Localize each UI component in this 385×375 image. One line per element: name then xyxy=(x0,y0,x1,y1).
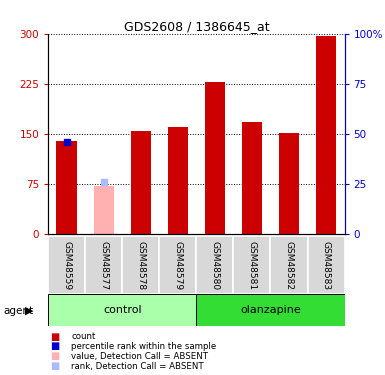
Text: olanzapine: olanzapine xyxy=(240,305,301,315)
Text: rank, Detection Call = ABSENT: rank, Detection Call = ABSENT xyxy=(71,362,204,370)
Bar xyxy=(48,236,85,294)
Text: ▶: ▶ xyxy=(25,306,33,315)
Bar xyxy=(159,236,196,294)
Bar xyxy=(131,131,151,234)
Title: GDS2608 / 1386645_at: GDS2608 / 1386645_at xyxy=(124,20,269,33)
Bar xyxy=(196,294,345,326)
Text: ■: ■ xyxy=(50,361,59,371)
Bar xyxy=(242,122,262,234)
Bar xyxy=(48,294,196,326)
Bar xyxy=(122,236,159,294)
Text: count: count xyxy=(71,332,95,341)
Bar xyxy=(316,36,336,234)
Bar xyxy=(167,128,188,234)
Text: percentile rank within the sample: percentile rank within the sample xyxy=(71,342,216,351)
Bar xyxy=(308,236,345,294)
Bar xyxy=(270,236,308,294)
Bar xyxy=(279,133,299,234)
Bar xyxy=(57,141,77,234)
Text: GSM48582: GSM48582 xyxy=(285,241,293,290)
Bar xyxy=(205,82,225,234)
Text: GSM48579: GSM48579 xyxy=(173,241,182,290)
Text: GSM48559: GSM48559 xyxy=(62,241,71,290)
Text: GSM48580: GSM48580 xyxy=(210,241,219,290)
Text: GSM48578: GSM48578 xyxy=(136,241,145,290)
Bar xyxy=(85,236,122,294)
Text: ■: ■ xyxy=(50,351,59,361)
Text: GSM48583: GSM48583 xyxy=(321,241,331,290)
Text: ■: ■ xyxy=(50,332,59,342)
Text: GSM48577: GSM48577 xyxy=(99,241,108,290)
Text: value, Detection Call = ABSENT: value, Detection Call = ABSENT xyxy=(71,352,208,361)
Bar xyxy=(94,186,114,234)
Text: control: control xyxy=(103,305,142,315)
Bar xyxy=(233,236,270,294)
Bar xyxy=(196,236,233,294)
Text: GSM48581: GSM48581 xyxy=(248,241,256,290)
Text: ■: ■ xyxy=(50,342,59,351)
Text: agent: agent xyxy=(4,306,34,315)
